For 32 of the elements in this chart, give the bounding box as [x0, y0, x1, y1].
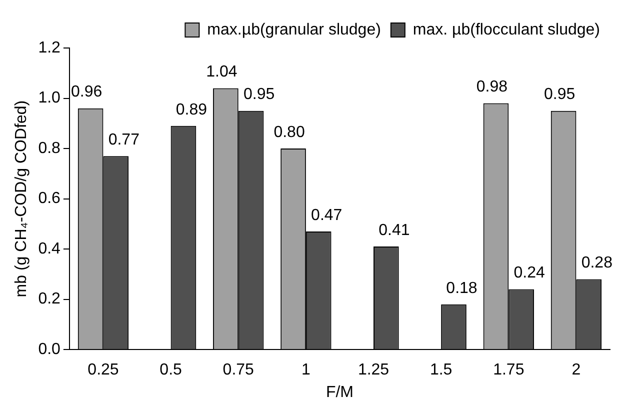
data-label: 1.04 — [206, 64, 238, 81]
data-label: 0.77 — [108, 131, 140, 148]
x-tick-label: 1.75 — [493, 362, 524, 379]
text: 0.0 — [38, 341, 60, 358]
x-tick-label: 0.75 — [222, 362, 254, 379]
data-label: 0.95 — [243, 86, 275, 104]
y-axis-title: mb (g CH₄-COD/g CODfed) — [13, 100, 30, 298]
x-tick-label: 0.25 — [88, 362, 119, 379]
data-label: 0.80 — [274, 124, 305, 141]
text: 0.2 — [38, 290, 60, 308]
legend-label: max. µb(flocculant sludge) — [412, 21, 600, 38]
text: 0.4 — [38, 240, 60, 258]
x-axis-title: F/M — [326, 384, 354, 401]
text: 0.8 — [38, 140, 60, 157]
text: 1.2 — [38, 39, 60, 56]
data-label: 0.18 — [446, 280, 478, 297]
x-tick-label: 1 — [301, 362, 310, 379]
data-label: 0.89 — [176, 101, 208, 118]
data-label: 0.95 — [544, 86, 576, 104]
text: 1.0 — [38, 90, 60, 107]
text: 0.6 — [38, 190, 60, 208]
data-label: 0.96 — [70, 84, 102, 101]
data-label: 0.98 — [476, 78, 508, 96]
x-tick-label: 1.25 — [358, 362, 390, 379]
data-label: 0.41 — [378, 222, 410, 239]
x-tick-label: 2 — [572, 362, 581, 379]
x-tick-label: 0.5 — [160, 362, 182, 379]
data-label: 0.28 — [581, 254, 613, 272]
data-label: 0.24 — [514, 264, 545, 282]
x-tick-label: 1.5 — [430, 362, 452, 379]
legend-label: max.µb(granular sludge) — [207, 21, 381, 38]
data-label: 0.47 — [311, 206, 342, 224]
